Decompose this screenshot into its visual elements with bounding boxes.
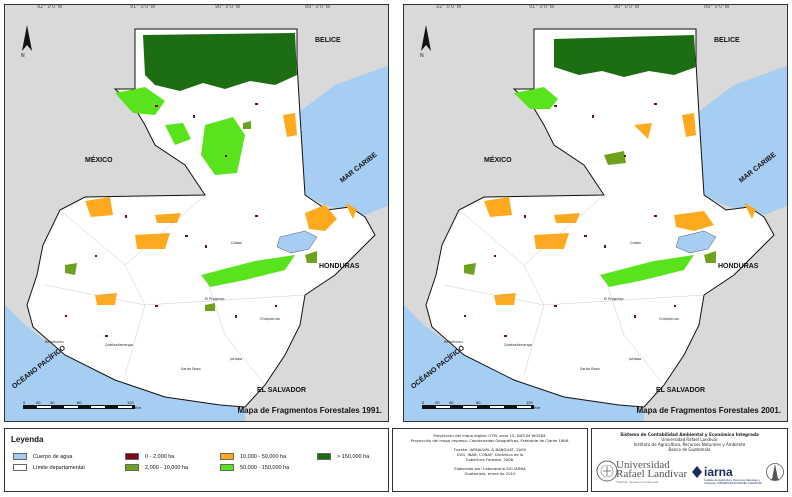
legend-item: > 150,000 ha bbox=[317, 453, 369, 461]
info-line: Elaborado por: Laboratorio SIG IARNA bbox=[454, 466, 526, 471]
url-logo-text: Universidad Rafael Landívar bbox=[616, 459, 688, 480]
url-seal-icon bbox=[596, 460, 618, 482]
banguat-logo-icon bbox=[766, 463, 784, 481]
institution-info: Sistema de Contabilidad Ambiental y Econ… bbox=[591, 428, 788, 492]
coord-top: 91° 0'0"W bbox=[529, 4, 555, 10]
coord-top: 90° 0'0"W bbox=[614, 4, 640, 10]
legend-item: Cuerpo de agua bbox=[13, 453, 72, 461]
north-label: N bbox=[420, 53, 424, 59]
legend-swatch bbox=[125, 464, 139, 472]
map-2001[interactable]: N 92° 0'0"W 91° 0'0"W 90° 0'0"W 89° 0'0"… bbox=[403, 4, 788, 422]
iarna-logo-text: iarna bbox=[704, 465, 733, 479]
inst-line: Banco de Guatemala bbox=[668, 447, 711, 452]
map-1991-canvas bbox=[5, 5, 388, 421]
legend-item: Límite departamental bbox=[13, 464, 85, 472]
legend-title: Leyenda bbox=[11, 435, 44, 444]
city-label: Retalhuleu bbox=[45, 340, 64, 344]
city-label: Quetzaltenango bbox=[105, 343, 133, 347]
label-el-salvador: EL SALVADOR bbox=[257, 387, 307, 394]
city-label: Cobán bbox=[231, 241, 243, 245]
bottom-panels: Leyenda Cuerpo de agua Límite departamen… bbox=[0, 426, 792, 497]
legend-item: 0 - 2,000 ha bbox=[125, 453, 174, 461]
legend-swatch bbox=[317, 453, 331, 461]
inst-line: Instituto de Agricultura, Recursos Natur… bbox=[633, 442, 746, 447]
legend-swatch bbox=[125, 453, 139, 461]
iarna-logo-sub: Instituto de Agricultura, Recursos Natur… bbox=[704, 478, 762, 486]
info-line: Cobertura Forestal, 2006. bbox=[465, 457, 515, 462]
coord-top: 92° 0'0"W bbox=[436, 4, 462, 10]
iarna-logo-icon bbox=[692, 466, 702, 478]
scale-bar: 0 20 40 80 120 Km bbox=[422, 400, 540, 410]
legend-item: 2,000 - 10,000 ha bbox=[125, 464, 188, 472]
city-label: Santa Rosa bbox=[580, 367, 600, 371]
city-label: Santa Rosa bbox=[181, 367, 201, 371]
legend-item: 50,000 - 150,000 ha bbox=[220, 464, 289, 472]
north-arrow bbox=[418, 25, 434, 53]
city-label: Chiquimula bbox=[260, 317, 280, 321]
coord-top: 90° 0'0"W bbox=[215, 4, 241, 10]
city-label: Quetzaltenango bbox=[504, 343, 532, 347]
city-label: Jutiapa bbox=[629, 357, 642, 361]
inst-line: Sistema de Contabilidad Ambiental y Econ… bbox=[620, 432, 759, 437]
city-label: El Progreso bbox=[604, 297, 624, 301]
label-belice: BELICE bbox=[714, 37, 740, 44]
map-title: Mapa de Fragmentos Forestales 2001. bbox=[636, 406, 782, 415]
coord-top: 89° 0'0"W bbox=[704, 4, 730, 10]
coord-top: 91° 0'0"W bbox=[130, 4, 156, 10]
coord-top: 89° 0'0"W bbox=[305, 4, 331, 10]
url-logo-sub: Tradición Jesuita en Guatemala bbox=[616, 480, 659, 484]
projection-info: Proyección del mapa digital: UTM, zona 1… bbox=[392, 428, 588, 492]
legend-swatch bbox=[220, 464, 234, 472]
label-honduras: HONDURAS bbox=[718, 263, 759, 270]
info-line: UVG, INAB, CONAP, Dinámica de la bbox=[456, 452, 524, 457]
label-mexico: MÉXICO bbox=[484, 157, 512, 164]
coord-top: 92° 0'0"W bbox=[37, 4, 63, 10]
info-line: Proyección del mapa digital: UTM, zona 1… bbox=[433, 433, 547, 438]
label-belice: BELICE bbox=[315, 37, 341, 44]
info-line: Guatemala, enero de 2010 bbox=[464, 471, 516, 476]
legend-item: 10,000 - 50,000 ha bbox=[220, 453, 286, 461]
city-label: Cobán bbox=[630, 241, 642, 245]
north-arrow bbox=[19, 25, 35, 53]
legend-swatch bbox=[220, 453, 234, 461]
label-el-salvador: EL SALVADOR bbox=[656, 387, 706, 394]
city-label: El Progreso bbox=[205, 297, 225, 301]
map-2001-canvas bbox=[404, 5, 787, 421]
map-title: Mapa de Fragmentos Forestales 1991. bbox=[237, 406, 383, 415]
city-label: Retalhuleu bbox=[444, 340, 463, 344]
info-line: Fuente: IARNA/URL & BANGUAT, 2009 bbox=[454, 447, 526, 452]
inst-line: Universidad Rafael Landívar bbox=[661, 437, 718, 442]
legend-swatch bbox=[13, 453, 27, 461]
map-1991[interactable]: N 92° 0'0"W 91° 0'0"W 90° 0'0"W 89° 0'0"… bbox=[4, 4, 389, 422]
label-mexico: MÉXICO bbox=[85, 157, 113, 164]
scale-bar: 0 20 40 80 120 Km bbox=[23, 400, 141, 410]
label-honduras: HONDURAS bbox=[319, 263, 360, 270]
info-line: Proyección del mapa impreso: Coordenadas… bbox=[410, 438, 570, 443]
legend: Leyenda Cuerpo de agua Límite departamen… bbox=[4, 428, 389, 492]
city-label: Chiquimula bbox=[659, 317, 679, 321]
legend-swatch bbox=[13, 464, 27, 472]
north-label: N bbox=[21, 53, 25, 59]
city-label: Jutiapa bbox=[230, 357, 243, 361]
